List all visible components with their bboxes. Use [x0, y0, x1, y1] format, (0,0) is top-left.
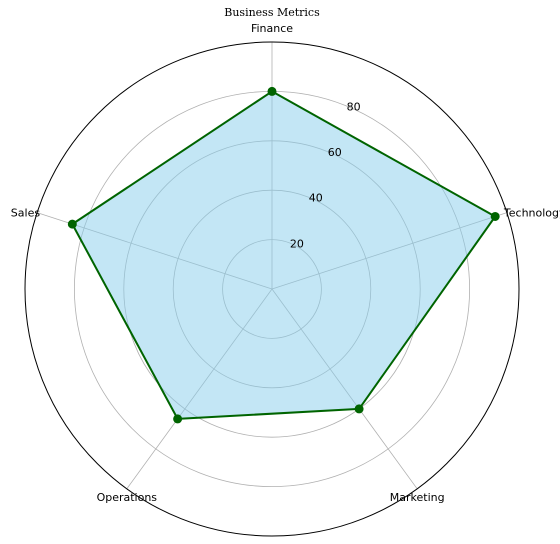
r-tick-label: 60	[328, 146, 342, 159]
category-label-sales: Sales	[11, 207, 41, 220]
r-tick-label: 40	[309, 192, 323, 205]
data-point-technology	[490, 211, 500, 221]
category-label-operations: Operations	[97, 491, 158, 504]
series-line	[71, 90, 497, 420]
data-point-marketing	[354, 404, 364, 414]
data-point-finance	[267, 86, 277, 96]
data-point-operations	[173, 414, 183, 424]
chart-title: Business Metrics	[224, 6, 320, 19]
data-point-sales	[67, 219, 77, 229]
series-area	[72, 91, 496, 419]
category-label-marketing: Marketing	[390, 491, 445, 504]
category-label-technology: Technology	[503, 207, 560, 220]
outer-frame	[24, 41, 520, 537]
r-tick-label: 80	[347, 100, 361, 113]
r-tick-label: 20	[290, 237, 304, 250]
series-layer	[67, 86, 500, 424]
category-label-finance: Finance	[251, 22, 293, 35]
labels: 20 40 60 80 Finance Technology Marketing Operat…	[11, 22, 560, 504]
